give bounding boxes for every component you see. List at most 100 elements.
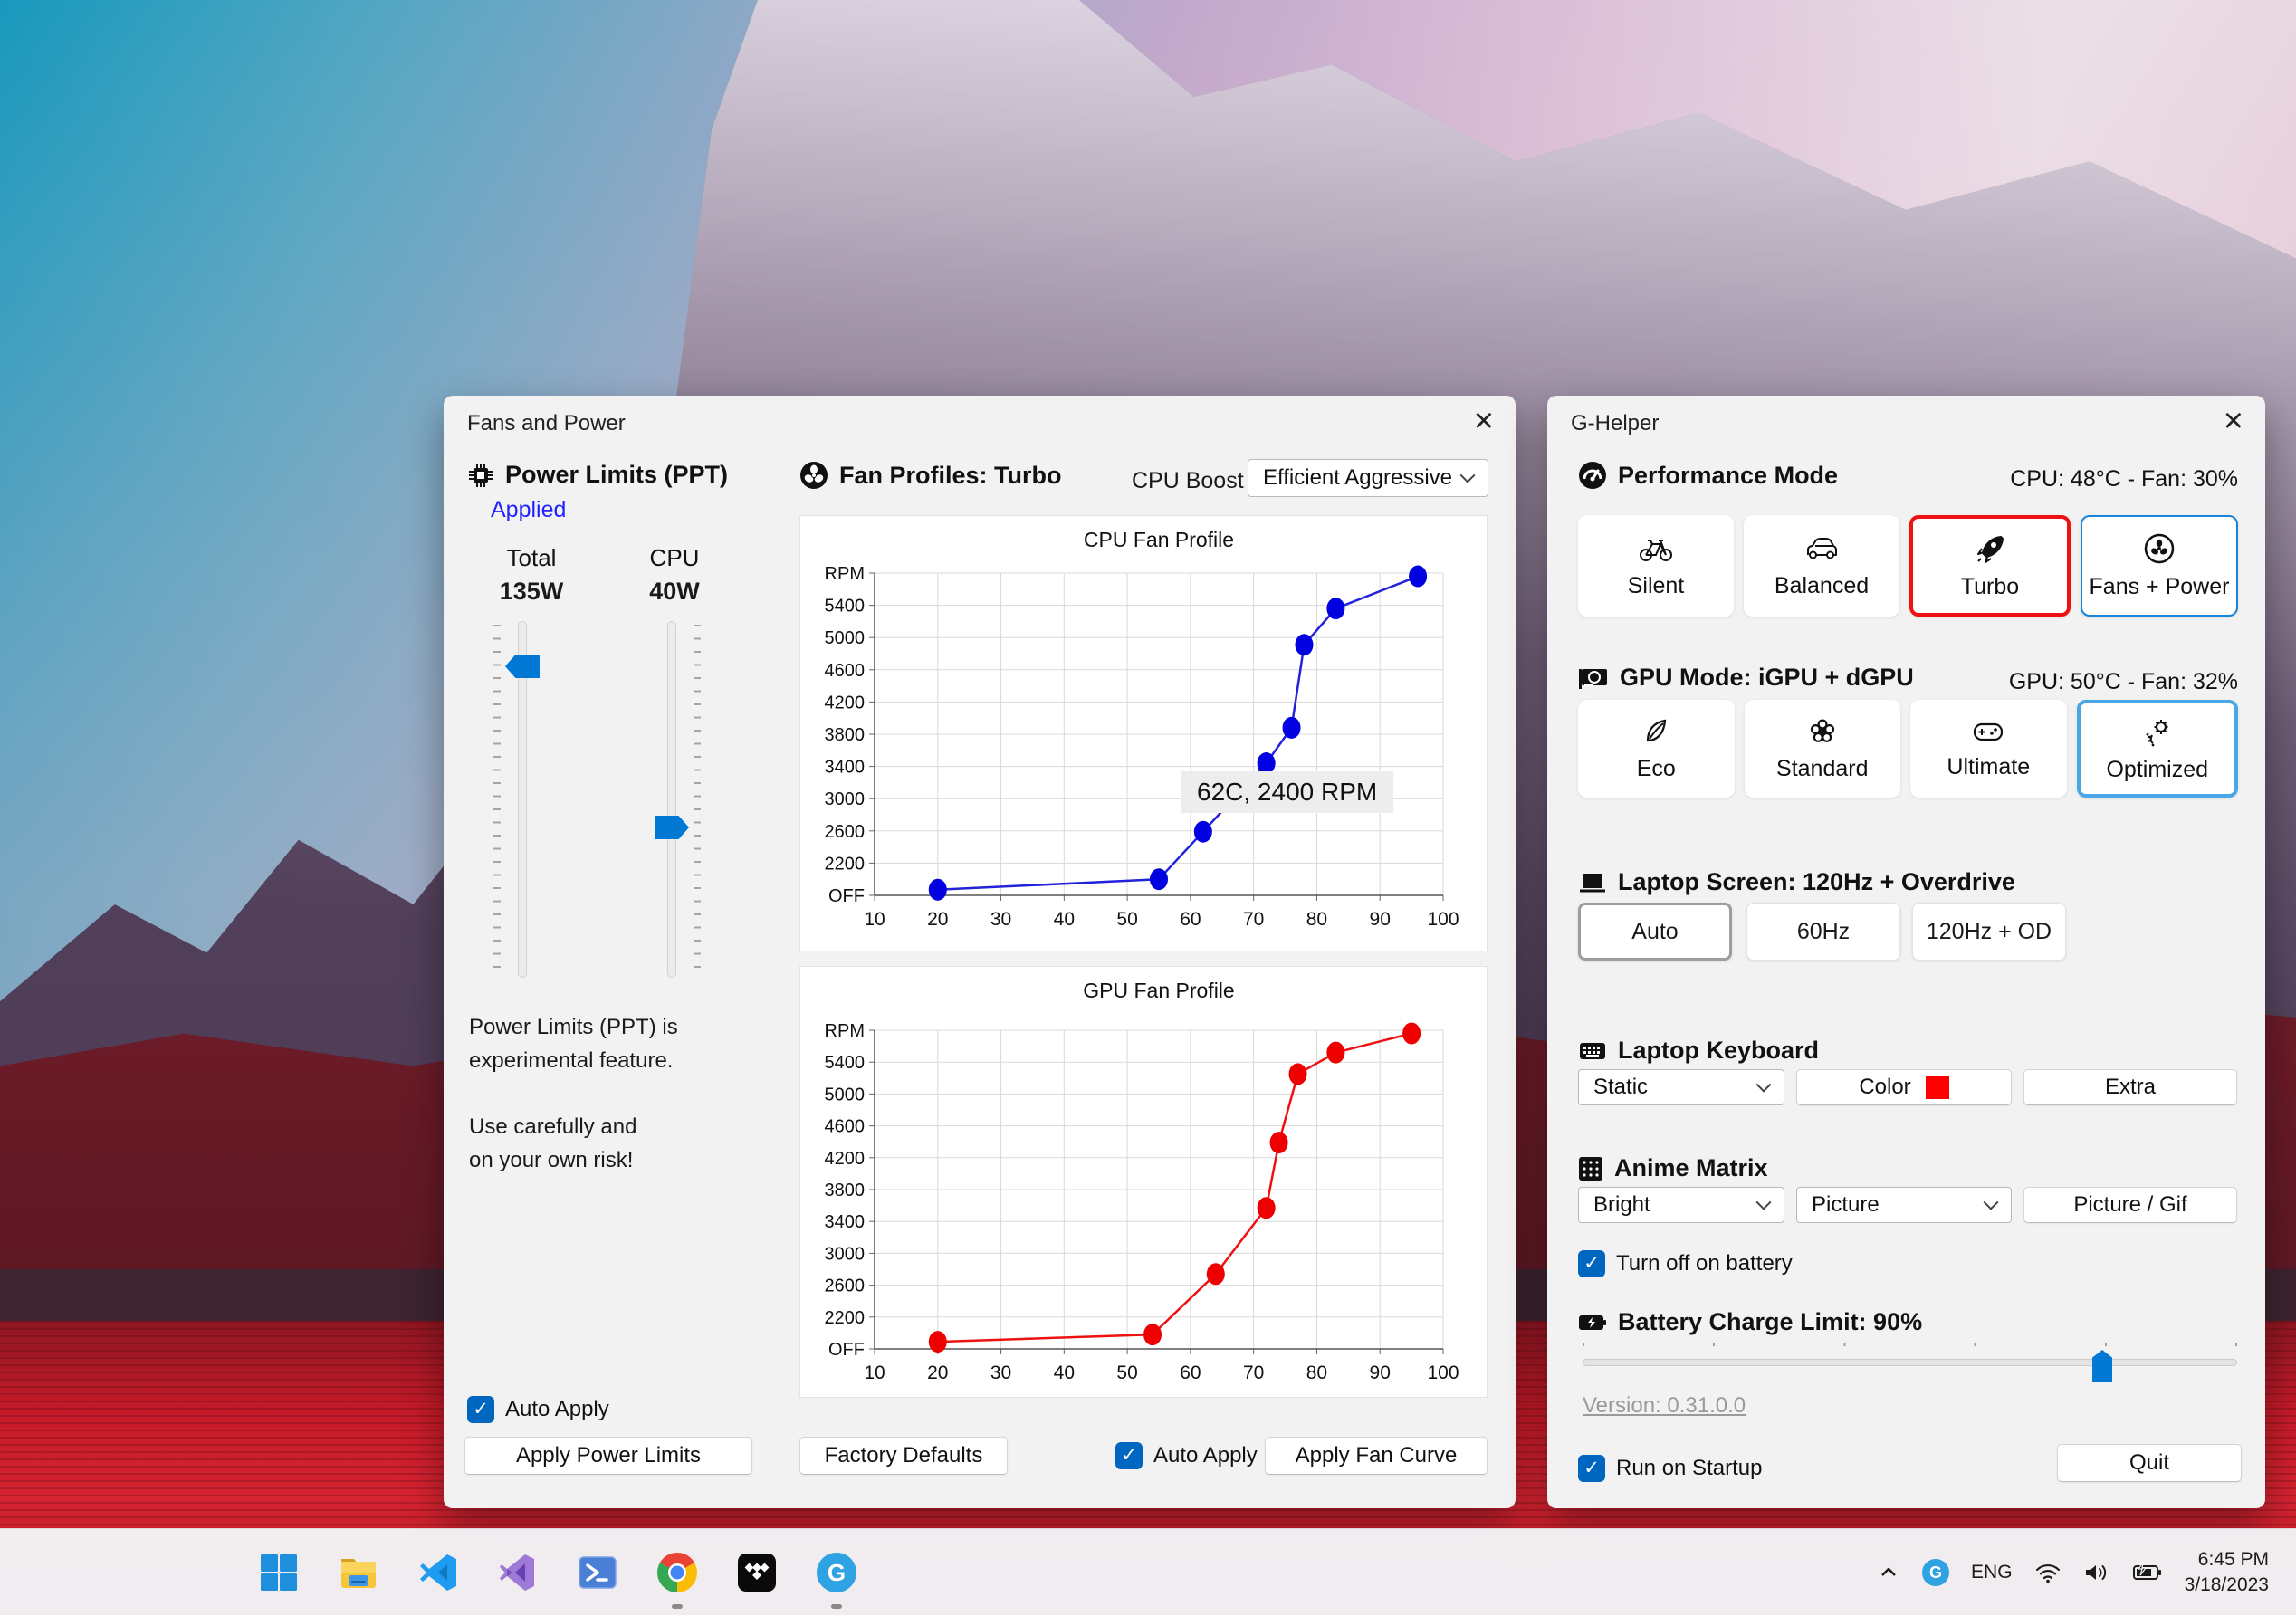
apply-fan-curve-button[interactable]: Apply Fan Curve [1265,1437,1488,1475]
chevron-down-icon [1756,1077,1772,1093]
ghelper-tray-icon[interactable]: G [1922,1559,1949,1586]
start-button[interactable] [254,1547,304,1598]
visual-studio-button[interactable] [493,1547,543,1598]
auto-apply-fan-checkbox[interactable] [1115,1442,1143,1469]
cpu-power-slider[interactable] [636,621,708,978]
cpu-temp-status: CPU: 48°C - Fan: 30% [2010,466,2238,492]
svg-text:5000: 5000 [825,628,866,648]
volume-icon[interactable] [2083,1561,2110,1584]
keyboard-extra-button[interactable]: Extra [2023,1069,2237,1105]
battery-slider-track[interactable] [1583,1359,2237,1366]
cpu-power-column: CPU 40W [616,544,733,606]
fans-window-title: Fans and Power [467,411,626,436]
mode-button-balanced[interactable]: Balanced [1744,515,1899,617]
mode-button-turbo[interactable]: Turbo [1909,515,2071,617]
performance-mode-row: Silent Balanced Turbo [1578,515,2238,617]
cpu-chip-icon [467,462,494,489]
run-on-startup-checkbox[interactable] [1578,1455,1605,1482]
svg-text:30: 30 [990,1363,1011,1383]
anime-matrix-header: Anime Matrix [1578,1154,1768,1182]
keyboard-color-button[interactable]: Color [1796,1069,2012,1105]
svg-text:CPU Fan Profile: CPU Fan Profile [1084,528,1234,551]
taskbar-icons: G [254,1529,862,1616]
turn-off-battery-checkbox[interactable] [1578,1250,1605,1277]
total-slider-ticks [493,625,501,974]
running-indicator [831,1604,842,1609]
gpu-mode-header: GPU Mode: iGPU + dGPU [1578,664,1914,692]
battery-slider-thumb[interactable] [2092,1350,2112,1382]
svg-text:2600: 2600 [825,1277,866,1296]
file-explorer-button[interactable] [333,1547,384,1598]
total-value: 135W [473,578,590,606]
rocket-icon [1974,532,2006,565]
power-limits-header: Power Limits (PPT) [467,461,728,489]
fans-window-titlebar[interactable]: Fans and Power × [444,396,1516,446]
battery-limit-slider[interactable] [1583,1343,2237,1382]
quit-button[interactable]: Quit [2057,1444,2242,1482]
chevron-down-icon [1984,1195,1999,1210]
screen-button-120hz-od[interactable]: 120Hz + OD [1912,903,2066,961]
speedometer-icon [1578,461,1607,490]
cpu-boost-label: CPU Boost [1132,468,1244,494]
gpu-button-ultimate[interactable]: Ultimate [1910,700,2067,798]
anime-brightness-select[interactable]: Bright [1578,1187,1784,1223]
svg-text:40: 40 [1054,909,1075,930]
gpu-button-eco[interactable]: Eco [1578,700,1735,798]
svg-text:90: 90 [1370,909,1391,930]
visual-studio-icon [498,1553,538,1592]
total-slider-thumb[interactable] [505,655,540,678]
screen-button-60hz[interactable]: 60Hz [1746,903,1900,961]
gpu-button-optimized[interactable]: Optimized [2077,700,2239,798]
svg-text:3800: 3800 [825,1181,866,1200]
tidal-button[interactable] [732,1547,782,1598]
screen-button-auto[interactable]: Auto [1578,903,1732,961]
svg-text:5400: 5400 [825,597,866,617]
keyboard-mode-select[interactable]: Static [1578,1069,1784,1105]
taskbar-clock[interactable]: 6:45 PM 3/18/2023 [2185,1547,2269,1598]
fans-window-close-icon[interactable]: × [1474,403,1494,439]
battery-icon [1578,1313,1607,1333]
gpu-button-standard[interactable]: Standard [1745,700,1901,798]
mode-button-silent[interactable]: Silent [1578,515,1734,617]
keyboard-controls-row: Static Color Extra [1578,1069,2237,1105]
ghelper-window: G-Helper × Performance Mode CPU: 48°C - … [1547,396,2265,1508]
svg-text:20: 20 [927,1363,948,1383]
mode-button-fans-power[interactable]: Fans + Power [2081,515,2238,617]
auto-apply-power-checkbox[interactable] [467,1396,494,1423]
tray-chevron-up-icon[interactable] [1877,1561,1900,1584]
laptop-icon [1578,871,1607,894]
wifi-icon[interactable] [2034,1561,2062,1584]
ghelper-close-icon[interactable]: × [2224,403,2243,439]
battery-tray-icon[interactable] [2132,1561,2163,1584]
turn-off-battery-row: Turn off on battery [1578,1250,1793,1277]
performance-mode-header: Performance Mode [1578,461,1838,490]
svg-text:10: 10 [864,909,885,930]
apply-power-limits-button[interactable]: Apply Power Limits [464,1437,752,1475]
vscode-button[interactable] [413,1547,464,1598]
svg-text:OFF: OFF [828,1340,865,1360]
cpu-slider-track[interactable] [667,621,676,978]
total-power-slider[interactable] [486,621,559,978]
total-power-column: Total 135W [473,544,590,606]
powershell-button[interactable] [572,1547,623,1598]
svg-text:60: 60 [1180,1363,1201,1383]
cpu-boost-select[interactable]: Efficient Aggressive [1248,459,1488,497]
laptop-screen-header: Laptop Screen: 120Hz + Overdrive [1578,868,2015,896]
chrome-button[interactable] [652,1547,703,1598]
ghelper-taskbar-button[interactable]: G [811,1547,862,1598]
anime-content-select[interactable]: Picture [1796,1187,2012,1223]
ghelper-titlebar[interactable]: G-Helper × [1547,396,2265,446]
chrome-icon [657,1553,697,1592]
anime-picture-gif-button[interactable]: Picture / Gif [2023,1187,2237,1223]
cpu-slider-thumb[interactable] [655,816,689,839]
factory-defaults-button[interactable]: Factory Defaults [799,1437,1008,1475]
svg-text:3000: 3000 [825,1244,866,1264]
vscode-icon [418,1553,458,1592]
version-link[interactable]: Version: 0.31.0.0 [1583,1393,1746,1419]
language-indicator[interactable]: ENG [1971,1562,2013,1583]
windows-logo-icon [259,1553,299,1592]
